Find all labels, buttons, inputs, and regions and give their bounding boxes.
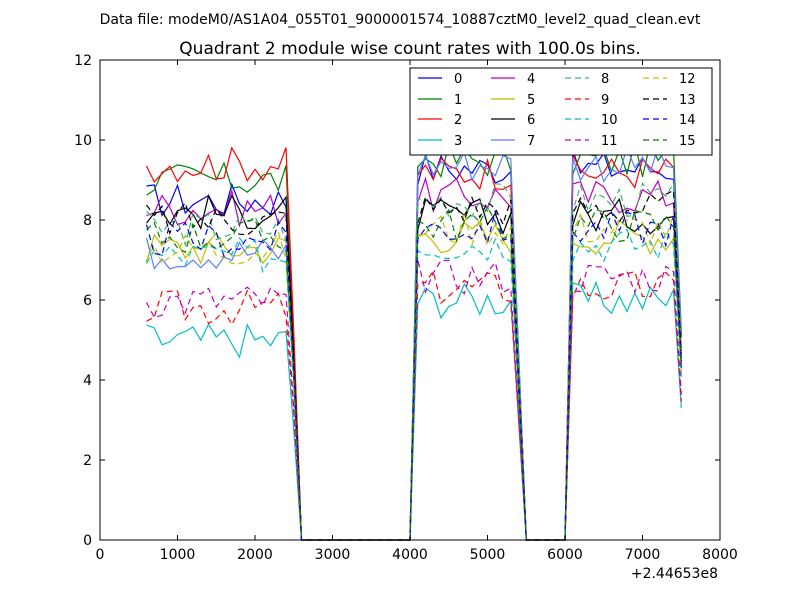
chart-suptitle: Data file: modeM0/AS1A04_055T01_90000015… [100,12,701,28]
legend-label-6: 6 [527,113,535,128]
x-tick-label: 2000 [237,547,273,563]
legend-label-9: 9 [601,93,609,108]
legend-label-1: 1 [454,93,462,108]
series-line-10 [145,228,682,541]
legend-box [409,67,713,156]
legend-label-2: 2 [454,113,462,128]
x-tick-label: 5000 [470,547,506,563]
legend-label-14: 14 [679,113,696,128]
series-line-15 [146,205,682,541]
y-tick-label: 12 [74,53,92,69]
y-tick-label: 10 [74,133,92,149]
legend-label-8: 8 [601,72,609,87]
series-line-3 [146,280,682,541]
legend-label-0: 0 [454,72,462,87]
legend-label-13: 13 [679,93,696,108]
x-offset-label: +2.44653e8 [631,566,718,582]
legend-label-10: 10 [601,113,618,128]
legend-label-7: 7 [527,134,535,149]
legend-label-12: 12 [679,72,696,87]
y-tick-label: 8 [83,213,92,229]
y-tick-label: 4 [83,373,92,389]
x-tick-label: 4000 [392,547,428,563]
legend-label-4: 4 [527,72,535,87]
x-tick-label: 1000 [160,547,196,563]
x-tick-label: 8000 [702,547,738,563]
series-lines [145,141,682,541]
y-tick-label: 0 [83,533,92,549]
x-tick-label: 0 [96,547,105,563]
chart-title: Quadrant 2 module wise count rates with … [179,39,640,59]
legend-label-5: 5 [527,93,535,108]
x-tick-label: 6000 [547,547,583,563]
axis-ticks: 0 1000 2000 3000 4000 5000 6000 7000 80000246810… [74,53,738,563]
x-tick-label: 3000 [315,547,351,563]
y-tick-label: 6 [83,293,92,309]
legend-label-15: 15 [679,134,696,149]
legend-label-3: 3 [454,134,462,149]
legend-label-11: 11 [601,134,618,149]
x-tick-label: 7000 [625,547,661,563]
y-tick-label: 2 [83,453,92,469]
